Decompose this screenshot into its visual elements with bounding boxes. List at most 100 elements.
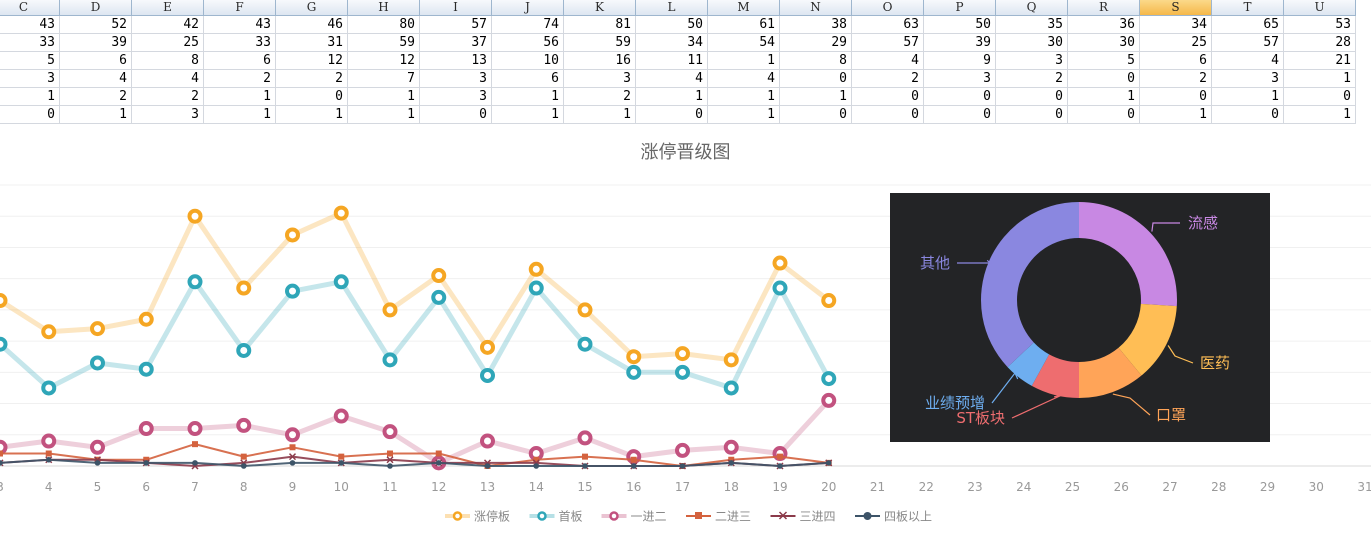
cell[interactable]: 1 (60, 106, 132, 124)
column-header-g[interactable]: G (276, 0, 348, 16)
cell[interactable]: 1 (492, 88, 564, 106)
legend-item-6[interactable]: 四板以上 (855, 510, 932, 524)
cell[interactable]: 1 (204, 88, 276, 106)
cell[interactable]: 1 (1140, 106, 1212, 124)
column-header-c[interactable]: C (0, 0, 60, 16)
cell[interactable]: 2 (132, 88, 204, 106)
cell[interactable]: 57 (852, 34, 924, 52)
cell[interactable]: 81 (564, 16, 636, 34)
cell[interactable]: 57 (1212, 34, 1284, 52)
column-header-t[interactable]: T (1212, 0, 1284, 16)
cell[interactable]: 34 (636, 34, 708, 52)
cell[interactable]: 6 (204, 52, 276, 70)
column-header-p[interactable]: P (924, 0, 996, 16)
cell[interactable]: 0 (420, 106, 492, 124)
cell[interactable]: 1 (1284, 106, 1356, 124)
cell[interactable]: 0 (1212, 106, 1284, 124)
cell[interactable]: 7 (348, 70, 420, 88)
cell[interactable]: 39 (924, 34, 996, 52)
cell[interactable]: 0 (1284, 88, 1356, 106)
cell[interactable]: 33 (0, 34, 60, 52)
cell[interactable]: 42 (132, 16, 204, 34)
cell[interactable]: 6 (492, 70, 564, 88)
cell[interactable]: 1 (1068, 88, 1140, 106)
cell[interactable]: 16 (564, 52, 636, 70)
cell[interactable]: 3 (420, 70, 492, 88)
column-header-o[interactable]: O (852, 0, 924, 16)
cell[interactable]: 1 (1212, 88, 1284, 106)
cell[interactable]: 25 (132, 34, 204, 52)
cell[interactable]: 2 (564, 88, 636, 106)
cell[interactable]: 2 (852, 70, 924, 88)
cell[interactable]: 65 (1212, 16, 1284, 34)
cell[interactable]: 13 (420, 52, 492, 70)
cell[interactable]: 30 (996, 34, 1068, 52)
cell[interactable]: 43 (0, 16, 60, 34)
column-header-s[interactable]: S (1140, 0, 1212, 16)
cell[interactable]: 0 (0, 106, 60, 124)
column-header-f[interactable]: F (204, 0, 276, 16)
cell[interactable]: 53 (1284, 16, 1356, 34)
cell[interactable]: 1 (276, 106, 348, 124)
cell[interactable]: 6 (60, 52, 132, 70)
cell[interactable]: 1 (348, 88, 420, 106)
cell[interactable]: 11 (636, 52, 708, 70)
legend-item-3[interactable]: 一进二 (601, 510, 667, 524)
cell[interactable]: 4 (132, 70, 204, 88)
cell[interactable]: 1 (708, 52, 780, 70)
legend-item-4[interactable]: 二进三 (686, 510, 751, 524)
column-header-j[interactable]: J (492, 0, 564, 16)
cell[interactable]: 4 (1212, 52, 1284, 70)
column-header-i[interactable]: I (420, 0, 492, 16)
cell[interactable]: 1 (1284, 70, 1356, 88)
cell[interactable]: 1 (708, 106, 780, 124)
cell[interactable]: 8 (780, 52, 852, 70)
column-header-h[interactable]: H (348, 0, 420, 16)
cell[interactable]: 12 (276, 52, 348, 70)
cell[interactable]: 80 (348, 16, 420, 34)
cell[interactable]: 74 (492, 16, 564, 34)
cell[interactable]: 57 (420, 16, 492, 34)
cell[interactable]: 59 (564, 34, 636, 52)
column-header-n[interactable]: N (780, 0, 852, 16)
cell[interactable]: 21 (1284, 52, 1356, 70)
cell[interactable]: 56 (492, 34, 564, 52)
column-header-r[interactable]: R (1068, 0, 1140, 16)
cell[interactable]: 35 (996, 16, 1068, 34)
legend-item-5[interactable]: 三进四 (770, 510, 836, 524)
cell[interactable]: 50 (636, 16, 708, 34)
cell[interactable]: 12 (348, 52, 420, 70)
spreadsheet-grid[interactable]: C D E F G H I J K L M N O P Q R S T U 43 52 42 43 46 80 57 74 81 50 6… (0, 0, 1371, 125)
cell[interactable]: 1 (348, 106, 420, 124)
cell[interactable]: 29 (780, 34, 852, 52)
cell[interactable]: 3 (996, 52, 1068, 70)
cell[interactable]: 6 (1140, 52, 1212, 70)
cell[interactable]: 1 (636, 88, 708, 106)
cell[interactable]: 0 (1068, 106, 1140, 124)
cell[interactable]: 59 (348, 34, 420, 52)
cell[interactable]: 0 (996, 88, 1068, 106)
column-header-k[interactable]: K (564, 0, 636, 16)
cell[interactable]: 1 (564, 106, 636, 124)
cell[interactable]: 4 (636, 70, 708, 88)
cell[interactable]: 39 (60, 34, 132, 52)
cell[interactable]: 54 (708, 34, 780, 52)
cell[interactable]: 52 (60, 16, 132, 34)
cell[interactable]: 2 (276, 70, 348, 88)
cell[interactable]: 0 (780, 106, 852, 124)
cell[interactable]: 36 (1068, 16, 1140, 34)
legend-item-1[interactable]: 涨停板 (445, 509, 510, 524)
cell[interactable]: 34 (1140, 16, 1212, 34)
cell[interactable]: 0 (996, 106, 1068, 124)
cell[interactable]: 8 (132, 52, 204, 70)
cell[interactable]: 61 (708, 16, 780, 34)
cell[interactable]: 3 (132, 106, 204, 124)
cell[interactable]: 5 (1068, 52, 1140, 70)
cell[interactable]: 1 (708, 88, 780, 106)
column-header-u[interactable]: U (1284, 0, 1356, 16)
cell[interactable]: 0 (1068, 70, 1140, 88)
cell[interactable]: 0 (924, 106, 996, 124)
cell[interactable]: 9 (924, 52, 996, 70)
column-header-l[interactable]: L (636, 0, 708, 16)
cell[interactable]: 4 (708, 70, 780, 88)
